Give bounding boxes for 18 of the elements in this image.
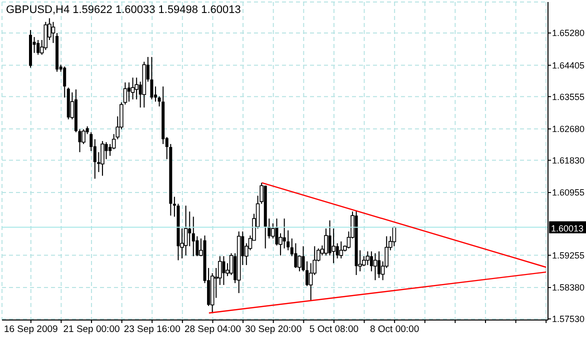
y-tick-label: 1.57530 (552, 314, 585, 324)
chart-title: GBPUSD,H4 1.59622 1.60033 1.59498 1.60013 (6, 4, 241, 16)
y-tick-label: 1.63555 (552, 92, 585, 102)
y-tick-label: 1.65280 (552, 28, 585, 38)
y-tick-label: 1.60955 (552, 188, 585, 198)
y-tick-label: 1.59255 (552, 250, 585, 260)
x-tick-label: 16 Sep 2009 (4, 324, 58, 335)
ref-line-label: 1.60013 (551, 223, 584, 234)
x-tick-label: 30 Sep 20:00 (245, 324, 302, 335)
y-tick-label: 1.62680 (552, 124, 585, 134)
x-tick-label: 5 Oct 08:00 (309, 324, 359, 335)
x-tick-label: 8 Oct 00:00 (370, 324, 420, 335)
x-tick-label: 21 Sep 00:00 (63, 324, 120, 335)
y-tick-label: 1.61830 (552, 155, 585, 166)
y-tick-label: 1.58380 (552, 282, 585, 293)
x-tick-label: 23 Sep 16:00 (124, 324, 180, 335)
y-tick-label: 1.64405 (552, 60, 585, 70)
x-tick-label: 28 Sep 04:00 (184, 324, 241, 335)
